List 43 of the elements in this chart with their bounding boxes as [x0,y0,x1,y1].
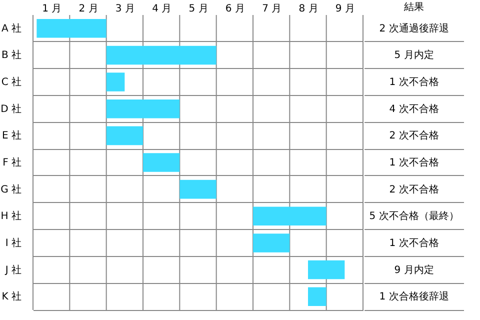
x-tick-label: 7 月 [262,4,282,14]
bar [308,260,345,280]
y-tick-label: H 社 [0,210,22,222]
x-tick-label: 4 月 [152,4,172,14]
x-tick-label: 2 月 [78,4,98,14]
bar [36,19,106,38]
x-tick-label: 3 月 [115,4,135,14]
bar [308,287,326,306]
bar [106,126,143,146]
bar [143,153,180,172]
text: 1 次不合格 [389,156,439,168]
y-tick-label: B 社 [1,49,22,62]
text: 結果 [403,2,424,13]
y-tick-label: J 社 [4,264,22,276]
x-tick-label: 1 月 [42,4,62,14]
text: 2 次不合格 [389,130,439,142]
bar [106,72,125,92]
text: 2 次不合格 [389,183,439,196]
x-tick-label: 5 月 [188,4,208,14]
y-tick-label: G 社 [0,183,22,196]
text: 1 次不合格 [389,76,439,88]
y-tick-label: F 社 [2,156,22,168]
text: 5 次不合格（最終） [369,210,459,222]
y-tick-label: I 社 [5,236,22,249]
bar [106,46,216,65]
text: 1 次不合格 [389,236,439,249]
x-tick-label: 9 月 [335,4,355,14]
bar [180,180,216,199]
bar [253,234,290,252]
bar [253,206,326,226]
bar [106,99,180,118]
text: 9 月内定 [394,264,434,276]
y-tick-label: K 社 [2,290,22,303]
x-tick-label: 8 月 [298,4,318,14]
text: 2 次通過後辞退 [379,22,449,34]
x-tick-label: 6 月 [225,4,245,14]
text: 1 次合格後辞退 [379,290,449,303]
y-tick-label: A 社 [1,22,22,34]
text: 5 月内定 [394,49,434,62]
y-tick-label: D 社 [0,102,22,115]
text: 4 次不合格 [389,102,439,115]
y-tick-label: C 社 [1,76,22,88]
y-tick-label: E 社 [2,130,22,142]
